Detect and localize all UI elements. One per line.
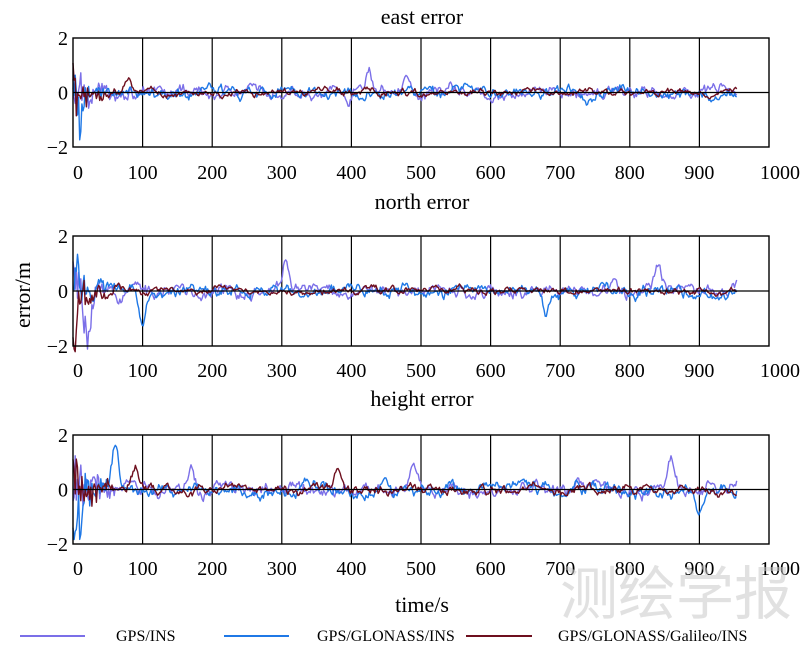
x-tick-label: 700 — [545, 360, 575, 382]
y-tick-label: −2 — [47, 534, 68, 556]
legend-label-gps-ins: GPS/INS — [116, 628, 176, 645]
x-tick-label: 300 — [267, 360, 297, 382]
x-tick-label: 900 — [684, 558, 714, 580]
y-tick-label: 2 — [58, 425, 68, 447]
x-tick-label: 200 — [197, 162, 227, 184]
panel-title: north error — [375, 189, 470, 214]
x-tick-label: 700 — [545, 558, 575, 580]
panel-height-error: height error 0 100 200 300 400 500 600 700 800 900… — [47, 386, 800, 580]
x-tick-label: 600 — [476, 162, 506, 184]
x-tick-label: 300 — [267, 162, 297, 184]
x-tick-label: 500 — [406, 162, 436, 184]
x-tick-label: 500 — [406, 558, 436, 580]
y-tick-label: 0 — [58, 281, 68, 303]
series-line-gps-ins — [72, 455, 738, 507]
x-tick-label: 600 — [476, 360, 506, 382]
series-line-gps-ins — [72, 66, 738, 109]
plot-frame — [72, 434, 770, 545]
x-tick-label: 900 — [684, 162, 714, 184]
panel-north-error: north error 0 100 200 300 400 500 600 700 800 900 1… — [47, 189, 800, 382]
x-tick-label: 1000 — [760, 360, 800, 382]
x-tick-label: 0 — [73, 558, 83, 580]
y-tick-label: −2 — [47, 336, 68, 358]
y-tick-label: −2 — [47, 137, 68, 159]
panel-title: east error — [381, 4, 464, 29]
series-line-gps-glonass-ins — [72, 74, 737, 141]
x-tick-label: 0 — [73, 162, 83, 184]
x-tick-label: 200 — [197, 360, 227, 382]
x-tick-label: 700 — [545, 162, 575, 184]
y-axis-label: error/m — [10, 262, 35, 328]
x-tick-label: 900 — [684, 360, 714, 382]
x-tick-label: 200 — [197, 558, 227, 580]
y-tick-label: 2 — [58, 28, 68, 50]
y-tick-label: 2 — [58, 226, 68, 248]
series-line-gps-glonass-galileo-ins — [72, 458, 737, 507]
x-tick-label: 1000 — [760, 558, 800, 580]
x-tick-label: 100 — [128, 162, 158, 184]
x-tick-label: 0 — [73, 360, 83, 382]
x-tick-label: 400 — [336, 162, 366, 184]
x-tick-label: 1000 — [760, 162, 800, 184]
x-tick-label: 800 — [615, 558, 645, 580]
y-tick-label: 0 — [58, 83, 68, 105]
watermark: 测绘学报 — [560, 560, 792, 628]
plot-frame — [72, 37, 770, 148]
x-tick-label: 100 — [128, 360, 158, 382]
x-tick-label: 100 — [128, 558, 158, 580]
x-tick-label: 800 — [615, 162, 645, 184]
series-line-gps-glonass-ins — [72, 253, 738, 327]
x-tick-label: 400 — [336, 558, 366, 580]
x-tick-label: 800 — [615, 360, 645, 382]
x-tick-label: 400 — [336, 360, 366, 382]
series-line-gps-ins — [72, 259, 738, 350]
plot-frame — [72, 235, 770, 347]
y-tick-label: 0 — [58, 480, 68, 502]
legend-label-gps-glonass-galileo-ins: GPS/GLONASS/Galileo/INS — [558, 628, 747, 645]
panel-east-error: east error 0 100 200 300 400 500 600 700 800 900 10… — [47, 4, 800, 184]
x-tick-label: 500 — [406, 360, 436, 382]
x-tick-label: 600 — [476, 558, 506, 580]
x-tick-label: 300 — [267, 558, 297, 580]
legend: GPS/INS GPS/GLONASS/INS GPS/GLONASS/Gali… — [20, 628, 747, 645]
panel-title: height error — [370, 386, 474, 411]
x-axis-label: time/s — [395, 592, 449, 617]
legend-label-gps-glonass-ins: GPS/GLONASS/INS — [317, 628, 455, 645]
